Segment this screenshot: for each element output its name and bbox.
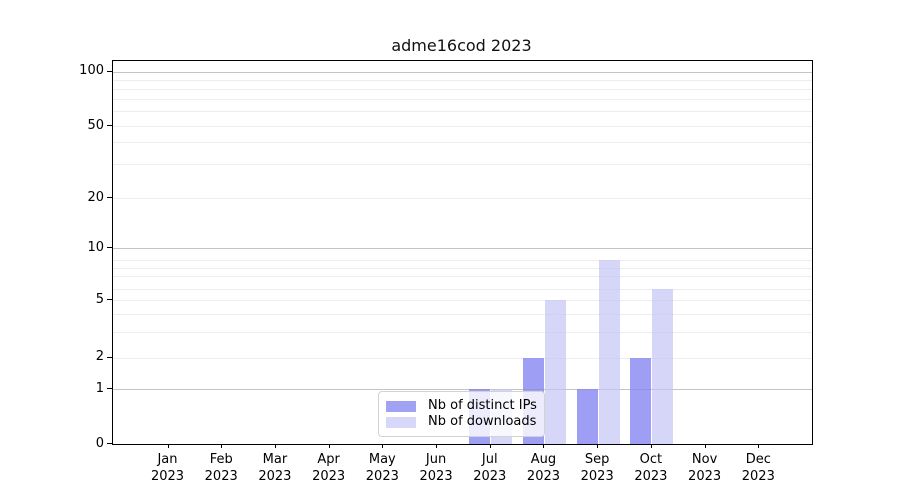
legend-swatch-downloads-icon <box>386 416 416 428</box>
x-tick-mark-feb <box>221 444 223 448</box>
legend: Nb of distinct IPs Nb of downloads <box>378 391 545 437</box>
x-tick-label-mar: Mar 2023 <box>258 452 292 484</box>
plot-area: Nb of distinct IPs Nb of downloads <box>112 60 813 445</box>
y-tick-label-0: 0 <box>95 435 104 451</box>
minor-gridline-20 <box>113 198 812 200</box>
y-tick-mark-100 <box>107 70 112 72</box>
y-tick-label-1: 1 <box>95 380 104 396</box>
legend-label-distinct-ips: Nb of distinct IPs <box>428 398 537 413</box>
minor-gridline-9 <box>113 259 812 261</box>
minor-gridline-6 <box>113 288 812 290</box>
x-tick-mark-may <box>382 444 384 448</box>
x-tick-label-jun: Jun 2023 <box>419 452 453 484</box>
x-tick-mark-dec <box>758 444 760 448</box>
y-tick-mark-5 <box>107 299 112 301</box>
x-tick-label-dec: Dec 2023 <box>741 452 775 484</box>
y-tick-label-20: 20 <box>87 189 104 205</box>
bar-downloads-oct <box>652 288 674 444</box>
major-gridline-100 <box>113 71 812 73</box>
y-tick-mark-20 <box>107 197 112 199</box>
minor-gridline-4 <box>113 314 812 315</box>
x-tick-mark-mar <box>274 444 276 448</box>
x-tick-label-nov: Nov 2023 <box>688 452 722 484</box>
x-tick-label-jul: Jul 2023 <box>473 452 507 484</box>
x-tick-label-feb: Feb 2023 <box>204 452 238 484</box>
minor-gridline-50 <box>113 126 812 128</box>
minor-gridline-70 <box>113 99 812 101</box>
y-tick-mark-0 <box>107 443 112 444</box>
x-tick-label-apr: Apr 2023 <box>312 452 346 484</box>
x-tick-mark-sep <box>597 444 599 448</box>
x-tick-mark-jun <box>436 444 438 448</box>
bar-distinct-ips-sep <box>576 389 598 444</box>
y-tick-label-10: 10 <box>87 239 104 255</box>
x-tick-label-sep: Sep 2023 <box>580 452 614 484</box>
legend-item-distinct-ips: Nb of distinct IPs <box>386 398 537 414</box>
x-tick-mark-oct <box>650 444 652 448</box>
minor-gridline-8 <box>113 267 812 269</box>
x-tick-label-oct: Oct 2023 <box>634 452 668 484</box>
x-tick-label-aug: Aug 2023 <box>526 452 561 484</box>
major-gridline-10 <box>113 248 812 250</box>
chart-title: adme16cod 2023 <box>391 36 532 55</box>
x-tick-mark-jan <box>167 444 169 448</box>
x-tick-mark-apr <box>328 444 330 448</box>
x-tick-label-may: May 2023 <box>365 452 399 484</box>
y-tick-label-2: 2 <box>95 349 104 365</box>
minor-gridline-90 <box>113 79 812 81</box>
legend-swatch-distinct-ips-icon <box>386 400 416 412</box>
x-tick-mark-aug <box>543 444 545 448</box>
legend-label-downloads: Nb of downloads <box>428 414 537 429</box>
minor-gridline-60 <box>113 110 812 112</box>
minor-gridline-5 <box>113 300 812 302</box>
minor-gridline-7 <box>113 276 812 277</box>
bar-distinct-ips-oct <box>630 357 652 444</box>
x-tick-mark-jul <box>489 444 491 448</box>
y-tick-label-50: 50 <box>87 117 104 133</box>
minor-gridline-40 <box>113 142 812 143</box>
legend-item-downloads: Nb of downloads <box>386 414 536 430</box>
y-tick-mark-2 <box>107 356 112 358</box>
y-tick-label-100: 100 <box>79 63 104 79</box>
bar-downloads-sep <box>598 259 620 444</box>
bar-downloads-aug <box>544 300 566 444</box>
minor-gridline-30 <box>113 164 812 166</box>
y-tick-mark-50 <box>107 125 112 127</box>
minor-gridline-80 <box>113 88 812 90</box>
x-tick-mark-nov <box>704 444 706 448</box>
y-tick-mark-10 <box>107 247 112 249</box>
y-tick-label-5: 5 <box>95 291 104 307</box>
y-tick-mark-1 <box>107 388 112 390</box>
x-tick-label-jan: Jan 2023 <box>150 452 185 484</box>
minor-gridline-3 <box>113 332 812 333</box>
major-gridline-1 <box>113 389 812 391</box>
minor-gridline-2 <box>113 357 812 359</box>
